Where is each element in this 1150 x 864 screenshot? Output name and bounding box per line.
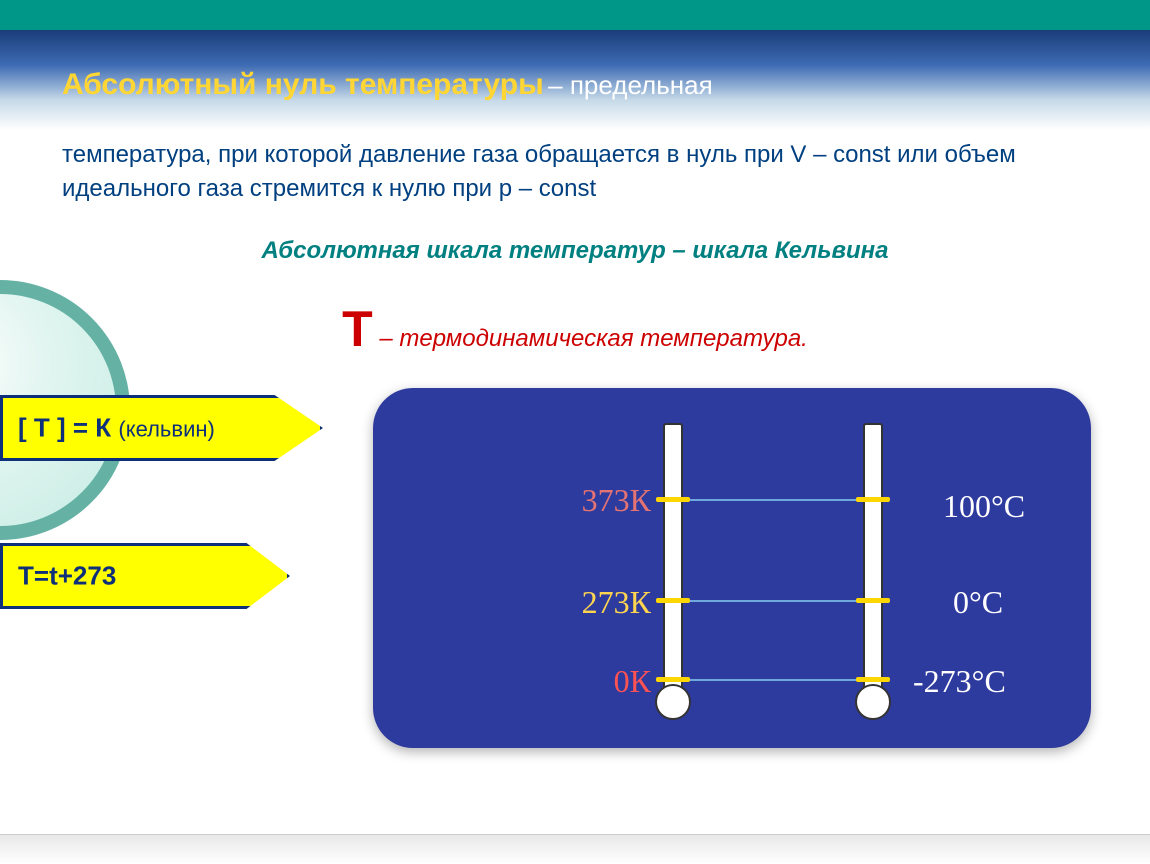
celsius-tick-0 [856, 598, 890, 603]
definition-text: температура, при которой давление газа о… [62, 138, 1088, 205]
connector-line-3 [681, 679, 865, 681]
kelvin-thermometer-bulb [655, 684, 691, 720]
formula-kelvin-unit: [ Т ] = К (кельвин) [0, 395, 323, 461]
temperature-desc: – термодинамическая температура. [379, 325, 807, 352]
temperature-symbol: T [342, 301, 373, 357]
formula1-main: [ Т ] = К [18, 413, 118, 443]
formula1-text: [ Т ] = К (кельвин) [18, 413, 215, 444]
celsius-label-100: 100°С [943, 488, 1025, 525]
celsius-tick-100 [856, 497, 890, 502]
celsius-thermometer-tube [863, 423, 883, 693]
formula-conversion: T=t+273 [0, 543, 290, 609]
kelvin-thermometer-tube [663, 423, 683, 693]
bottom-bar [0, 834, 1150, 864]
connector-line-2 [681, 600, 865, 602]
kelvin-tick-273 [656, 598, 690, 603]
kelvin-tick-373 [656, 497, 690, 502]
connector-line-1 [681, 499, 865, 501]
main-title: Абсолютный нуль температуры [62, 68, 544, 101]
celsius-tick-273 [856, 677, 890, 682]
kelvin-tick-0 [656, 677, 690, 682]
kelvin-label-0: 0К [614, 663, 651, 700]
kelvin-label-273: 273К [582, 584, 651, 621]
celsius-label-0: 0°С [953, 584, 1003, 621]
celsius-thermometer-bulb [855, 684, 891, 720]
thermodynamic-label: T – термодинамическая температура. [0, 300, 1150, 358]
top-accent-bar [0, 0, 1150, 30]
kelvin-label-373: 373К [582, 482, 651, 519]
formula2-text: T=t+273 [18, 561, 116, 592]
celsius-label-neg273: -273°С [913, 663, 1006, 700]
title-section: Абсолютный нуль температуры – предельная [62, 68, 1088, 102]
formula1-paren: (кельвин) [118, 417, 214, 442]
thermometer-diagram: 373К 273К 0К 100°С 0°С -273°С [373, 388, 1091, 748]
subtitle: Абсолютная шкала температур – шкала Кель… [0, 237, 1150, 265]
title-suffix: – предельная [548, 70, 713, 100]
